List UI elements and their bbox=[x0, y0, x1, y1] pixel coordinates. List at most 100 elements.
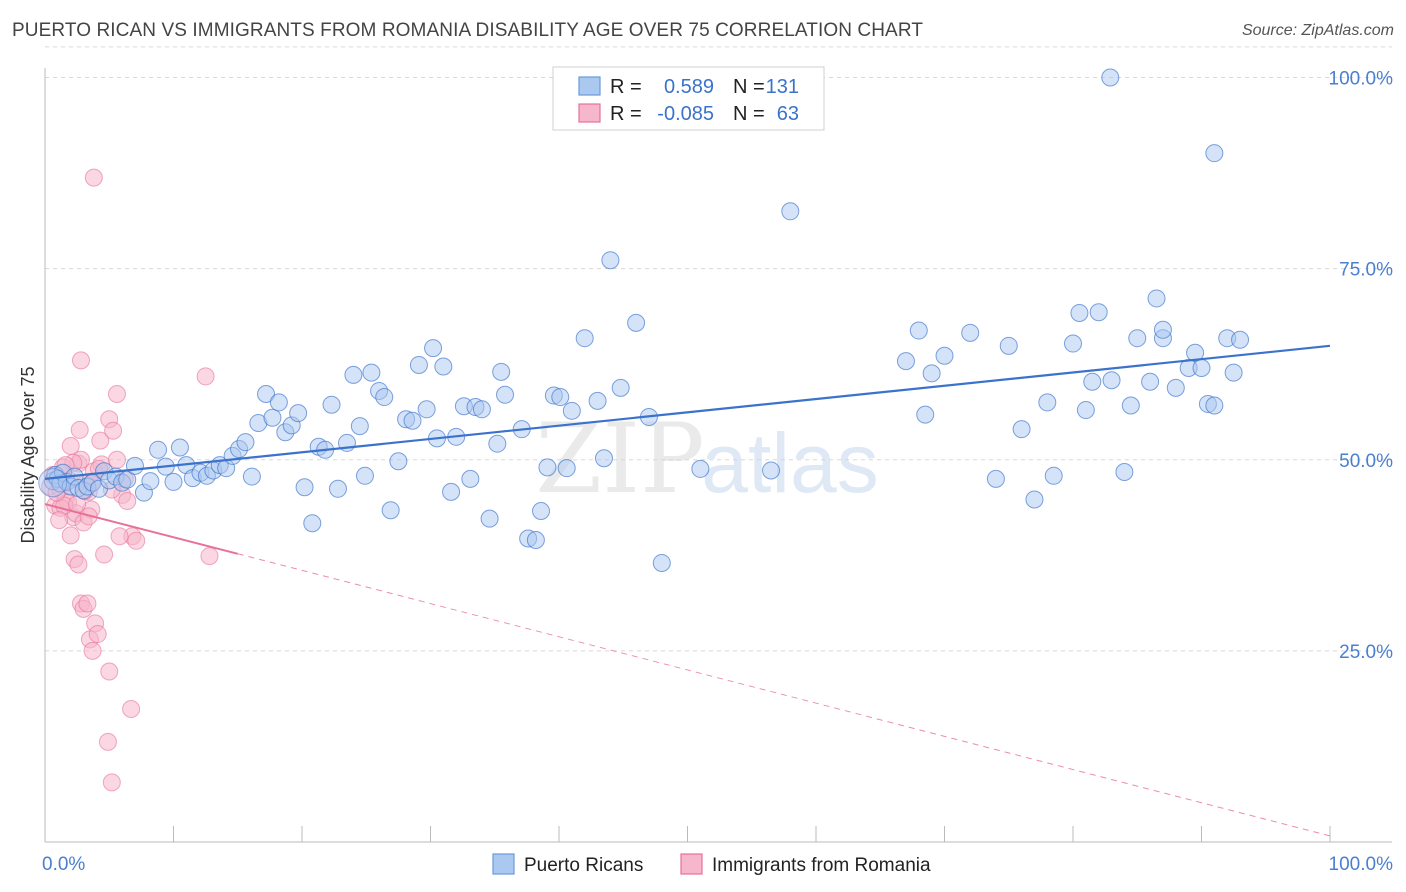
puerto-rican-point bbox=[562, 401, 581, 420]
puerto-rican-point bbox=[263, 408, 282, 427]
puerto-rican-point bbox=[961, 323, 980, 342]
puerto-rican-point bbox=[538, 458, 557, 477]
puerto-rican-point bbox=[1089, 303, 1108, 322]
puerto-rican-point bbox=[1192, 359, 1211, 378]
puerto-rican-point bbox=[350, 417, 369, 436]
romania-point bbox=[98, 732, 117, 751]
puerto-rican-point bbox=[1038, 393, 1057, 412]
puerto-rican-point bbox=[1101, 68, 1120, 87]
romania-point bbox=[95, 545, 114, 564]
puerto-rican-point bbox=[526, 531, 545, 550]
puerto-rican-point bbox=[999, 336, 1018, 355]
puerto-rican-point bbox=[149, 440, 168, 459]
puerto-rican-point bbox=[141, 472, 160, 491]
puerto-rican-point bbox=[344, 365, 363, 384]
puerto-rican-point bbox=[1147, 289, 1166, 308]
romania-point bbox=[71, 351, 90, 370]
puerto-rican-point bbox=[691, 459, 710, 478]
puerto-rican-point bbox=[488, 434, 507, 453]
stats-blue-swatch bbox=[578, 76, 601, 96]
puerto-rican-point bbox=[1141, 372, 1160, 391]
grid-lines bbox=[45, 46, 1392, 652]
tick-labels: 25.0% 50.0% 75.0% 100.0% 0.0% 100.0% bbox=[42, 69, 1393, 876]
trend-lines bbox=[44, 344, 1331, 837]
puerto-rican-point bbox=[575, 329, 594, 348]
stats-blue-r-value: 0.589 bbox=[664, 76, 714, 98]
romania-point bbox=[78, 594, 97, 613]
x-tick-label: 100.0% bbox=[1329, 854, 1394, 875]
puerto-rican-point bbox=[1070, 303, 1089, 322]
stats-pink-n-value: 63 bbox=[777, 103, 799, 125]
romania-point bbox=[107, 385, 126, 404]
romania-point bbox=[91, 431, 110, 450]
puerto-rican-point bbox=[1153, 320, 1172, 339]
romania-point bbox=[88, 625, 107, 644]
puerto-rican-point bbox=[381, 501, 400, 520]
puerto-rican-point bbox=[496, 385, 515, 404]
legend-pink-swatch bbox=[680, 853, 703, 875]
chart-title: PUERTO RICAN VS IMMIGRANTS FROM ROMANIA … bbox=[12, 20, 924, 41]
romania-point bbox=[70, 420, 89, 439]
watermark: ZIP atlas bbox=[535, 403, 878, 515]
puerto-rican-point bbox=[328, 479, 347, 498]
romania-point bbox=[61, 526, 80, 545]
romania-point bbox=[84, 168, 103, 187]
puerto-rican-point bbox=[417, 400, 436, 419]
puerto-rican-point bbox=[1102, 371, 1121, 390]
puerto-rican-point bbox=[409, 355, 428, 374]
puerto-rican-point bbox=[362, 363, 381, 382]
puerto-rican-point bbox=[434, 357, 453, 376]
puerto-rican-point bbox=[1076, 401, 1095, 420]
stats-pink-swatch bbox=[578, 103, 601, 123]
romania-point bbox=[83, 641, 102, 660]
puerto-rican-point bbox=[627, 313, 646, 332]
puerto-rican-point bbox=[601, 251, 620, 270]
romania-point bbox=[102, 773, 121, 792]
puerto-rican-point bbox=[1025, 490, 1044, 509]
puerto-rican-point bbox=[389, 452, 408, 471]
romania-point bbox=[100, 662, 119, 681]
puerto-rican-point bbox=[986, 469, 1005, 488]
puerto-rican-point bbox=[1044, 466, 1063, 485]
puerto-rican-point bbox=[355, 466, 374, 485]
puerto-rican-point bbox=[303, 514, 322, 533]
puerto-rican-point bbox=[403, 411, 422, 430]
stats-blue-n-label: N = bbox=[733, 76, 765, 98]
puerto-rican-point bbox=[257, 385, 276, 404]
puerto-rican-point bbox=[1224, 363, 1243, 382]
puerto-rican-point bbox=[1205, 144, 1224, 163]
puerto-rican-point bbox=[935, 346, 954, 365]
puerto-rican-point bbox=[269, 393, 288, 412]
romania-point bbox=[50, 511, 69, 530]
puerto-rican-point bbox=[480, 509, 499, 528]
puerto-rican-point bbox=[1121, 396, 1140, 415]
puerto-rican-point bbox=[594, 449, 613, 468]
y-tick-label: 75.0% bbox=[1339, 260, 1393, 281]
legend-romania: Immigrants from Romania bbox=[712, 855, 931, 876]
puerto-rican-point bbox=[461, 469, 480, 488]
puerto-rican-point bbox=[1231, 330, 1250, 349]
puerto-rican-point bbox=[492, 362, 511, 381]
puerto-rican-point bbox=[611, 378, 630, 397]
puerto-rican-point bbox=[1064, 334, 1082, 353]
romania-point bbox=[127, 531, 146, 550]
x-tick-label: 0.0% bbox=[42, 854, 85, 875]
romania-point bbox=[104, 421, 123, 440]
puerto-rican-point bbox=[472, 400, 491, 419]
romania-point bbox=[200, 547, 219, 566]
puerto-rican-point bbox=[1186, 343, 1205, 362]
puerto-rican-point bbox=[242, 467, 261, 486]
puerto-rican-point bbox=[916, 405, 935, 424]
puerto-rican-point bbox=[551, 388, 570, 407]
puerto-rican-point bbox=[424, 339, 443, 358]
puerto-rican-trend-line bbox=[44, 344, 1331, 480]
stats-pink-n-label: N = bbox=[733, 103, 765, 125]
puerto-rican-point bbox=[236, 433, 255, 452]
romania-point bbox=[110, 527, 129, 546]
puerto-rican-point bbox=[909, 321, 928, 340]
stats-blue-r-label: R = bbox=[610, 76, 642, 98]
stats-box: R = 0.589 N = 131 R = -0.085 N = 63 bbox=[552, 66, 825, 131]
puerto-rican-point bbox=[1115, 462, 1134, 481]
y-tick-label: 25.0% bbox=[1339, 642, 1393, 663]
puerto-rican-point bbox=[1166, 378, 1185, 397]
